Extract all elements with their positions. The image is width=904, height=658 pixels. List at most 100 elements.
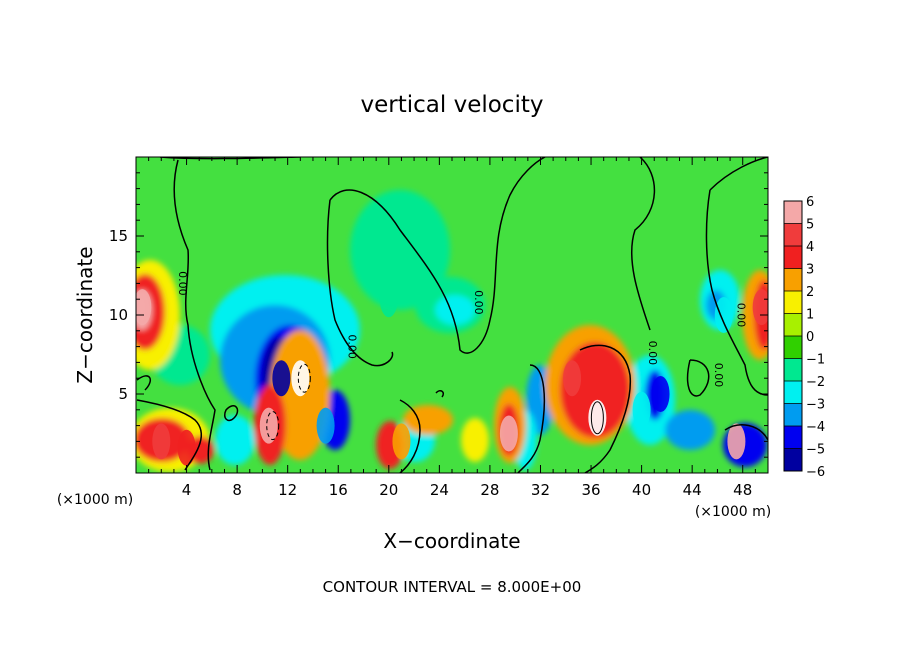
colorbar-tick-label: 0 [806, 330, 814, 345]
contour-label: 0.00 [345, 334, 358, 359]
contour-label: 0.00 [712, 363, 725, 388]
field-region [665, 410, 715, 450]
velocity-feature [379, 281, 398, 318]
y-tick-label: 15 [109, 227, 128, 245]
zero-contour-line [709, 157, 768, 191]
x-unit-left: (×1000 m) [57, 492, 133, 508]
colorbar-tick-label: −2 [806, 375, 825, 390]
chart-title: vertical velocity [361, 92, 544, 118]
zero-contour-line [223, 405, 239, 422]
colorbar-tick-label: −4 [806, 420, 825, 435]
x-tick-label: 32 [531, 481, 550, 499]
contour-labels: 0.00 0.00 0.00 0.00 0.00 0.00 [176, 271, 748, 387]
colorbar-tick-label: 3 [806, 263, 814, 278]
field-region [215, 415, 255, 465]
colorbar-tick-label: 1 [806, 308, 814, 323]
colorbar-tick-label: 5 [806, 218, 814, 233]
inner-contour [266, 411, 280, 441]
colorbar-swatch [784, 448, 802, 472]
x-tick-label: 4 [182, 481, 192, 499]
x-tick-label: 12 [278, 481, 297, 499]
velocity-feature [177, 429, 196, 466]
zero-contour-line [136, 375, 152, 391]
colorbar-swatch [784, 291, 802, 314]
contour-interval-footer: CONTOUR INTERVAL = 8.000E+00 [323, 578, 582, 596]
y-axis-label: Z−coordinate [73, 246, 97, 383]
x-axis-label: X−coordinate [383, 529, 520, 553]
zero-contour-line [724, 424, 768, 441]
zero-contour-line [399, 399, 421, 473]
inner-contour [297, 363, 311, 393]
colorbar-swatch [784, 358, 802, 382]
zero-contour-line [173, 159, 216, 471]
velocity-feature [714, 297, 733, 333]
colorfield [136, 190, 768, 472]
zero-contour-line [435, 390, 445, 398]
velocity-feature [272, 360, 291, 397]
velocity-feature [632, 391, 651, 428]
x-tick-label: 44 [683, 481, 702, 499]
x-tick-label: 16 [329, 481, 348, 499]
velocity-feature [651, 376, 670, 412]
velocity-feature [152, 423, 171, 460]
x-unit-right: (×1000 m) [695, 504, 771, 520]
zero-contour-line [329, 157, 546, 354]
x-tick-label: 20 [379, 481, 398, 499]
x-tick-label: 36 [581, 481, 600, 499]
field-region [461, 418, 489, 462]
y-axis: 5 10 15 [109, 172, 768, 458]
zero-contour-line [136, 399, 203, 471]
colorbar-swatch [784, 313, 802, 337]
inner-contour [590, 401, 604, 435]
colorbar-swatch [784, 268, 802, 292]
velocity-feature [392, 423, 411, 460]
zero-contour-line [517, 364, 546, 473]
x-tick-label: 28 [480, 481, 499, 499]
x-axis: 4 8 12 16 20 24 28 32 36 40 44 48 [148, 157, 756, 499]
y-tick-label: 5 [118, 385, 128, 403]
x-tick-label: 48 [733, 481, 752, 499]
field-region [403, 405, 453, 435]
velocity-feature [752, 289, 768, 326]
colorbar-tick-label: 4 [806, 240, 814, 255]
colorbar-tick-label: −5 [806, 443, 825, 458]
velocity-feature [727, 423, 746, 460]
colorbar-swatch [784, 403, 802, 427]
field-region [435, 295, 475, 325]
colorbar-swatch [784, 201, 802, 224]
feature-layer [136, 281, 768, 466]
x-tick-label: 24 [430, 481, 449, 499]
x-tick-label: 40 [632, 481, 651, 499]
colorbar-tick-label: 6 [806, 195, 814, 210]
zero-contour-line [705, 189, 768, 396]
velocity-feature [499, 415, 518, 452]
colorbar-tick-label: −1 [806, 353, 825, 368]
velocity-feature [563, 360, 582, 397]
contour-label: 0.00 [176, 271, 189, 296]
x-tick-label: 8 [232, 481, 242, 499]
colorbar-tick-label: −6 [806, 465, 825, 480]
velocity-feature [316, 407, 335, 444]
colorbar-swatch [784, 381, 802, 404]
contour-label: 0.00 [646, 341, 659, 366]
velocity-feature [259, 407, 278, 444]
field-region [350, 190, 450, 310]
zero-contour-line [579, 344, 632, 473]
zero-contour-line [631, 157, 656, 331]
colorbar-swatch [784, 223, 802, 247]
contour-label: 0.00 [472, 290, 485, 315]
zero-contour-line [326, 199, 394, 367]
velocity-feature [136, 289, 152, 326]
colorbar-swatch [784, 426, 802, 449]
colorbar-tick-label: −3 [806, 398, 825, 413]
colorbar-swatch [784, 336, 802, 359]
colorbar: 6 5 4 3 2 1 0 −1 −2 −3 −4 −5 −6 [783, 195, 825, 480]
zero-contour-line [686, 359, 710, 397]
y-tick-label: 10 [109, 306, 128, 324]
velocity-feature [291, 360, 310, 397]
plot-area: 0.00 0.00 0.00 0.00 0.00 0.00 [136, 157, 768, 473]
contour-label: 0.00 [735, 303, 748, 328]
colorbar-tick-label: 2 [806, 285, 814, 300]
colorbar-swatch [784, 246, 802, 269]
